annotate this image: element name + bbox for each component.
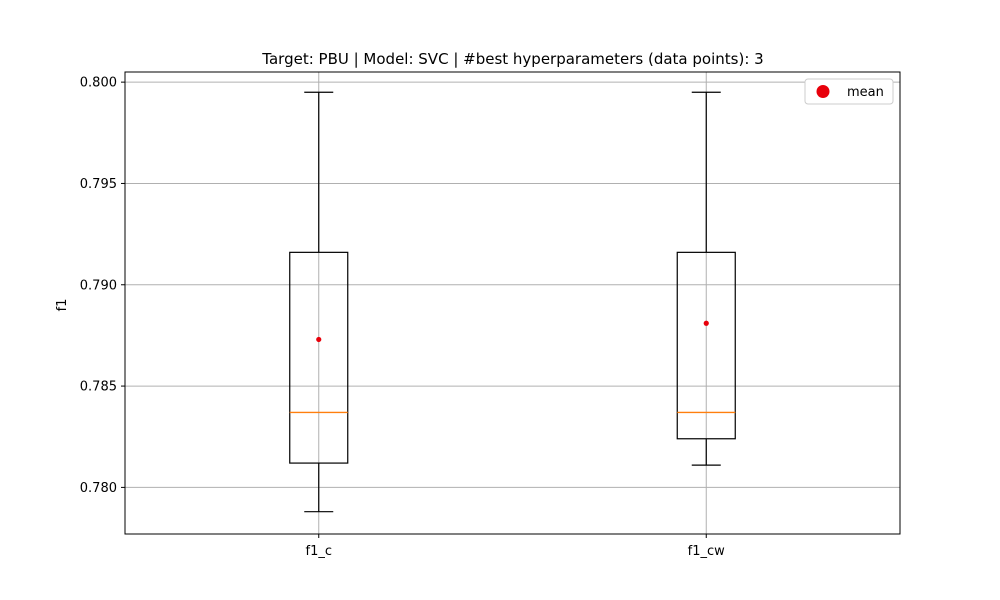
x-tick-label: f1_cw xyxy=(688,544,725,559)
iqr-box xyxy=(676,251,736,440)
y-tick-label: 0.795 xyxy=(80,177,117,192)
y-tick-label: 0.780 xyxy=(80,481,117,496)
x-tick-label: f1_c xyxy=(306,544,333,559)
legend: mean xyxy=(804,78,894,105)
y-tick-label: 0.800 xyxy=(80,76,117,91)
y-axis-label: f1 xyxy=(55,299,70,312)
axes-frame xyxy=(124,71,901,535)
iqr-box xyxy=(289,251,349,464)
chart-title: Target: PBU | Model: SVC | #best hyperpa… xyxy=(261,50,763,68)
y-tick-label: 0.790 xyxy=(80,278,117,293)
legend-label: mean xyxy=(847,85,884,100)
plot-background xyxy=(125,72,900,534)
legend-marker xyxy=(816,85,830,98)
box-f1_cw xyxy=(676,91,736,466)
box-f1_c xyxy=(289,91,349,513)
legend-box xyxy=(804,78,894,105)
mean-point xyxy=(703,320,709,326)
mean-point xyxy=(316,336,322,343)
y-tick-label: 0.785 xyxy=(80,380,117,395)
plot-area: 0.780 0.785 0.790 0.795 0.800 f1_c f1_cw mean xyxy=(80,71,901,559)
